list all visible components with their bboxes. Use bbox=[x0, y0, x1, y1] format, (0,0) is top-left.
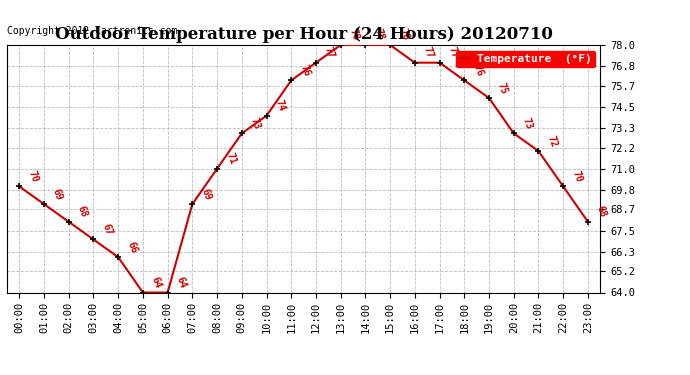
Text: 67: 67 bbox=[100, 222, 114, 237]
Text: 77: 77 bbox=[446, 45, 460, 60]
Text: 75: 75 bbox=[496, 81, 509, 95]
Text: 74: 74 bbox=[273, 99, 287, 113]
Text: 72: 72 bbox=[545, 134, 559, 148]
Legend: Temperature  (°F): Temperature (°F) bbox=[455, 51, 595, 67]
Text: 77: 77 bbox=[323, 45, 336, 60]
Text: 71: 71 bbox=[224, 152, 237, 166]
Text: 73: 73 bbox=[521, 116, 534, 130]
Text: 76: 76 bbox=[471, 63, 484, 78]
Text: 64: 64 bbox=[175, 275, 188, 290]
Text: 76: 76 bbox=[298, 63, 312, 78]
Text: 68: 68 bbox=[595, 204, 609, 219]
Text: 78: 78 bbox=[397, 28, 411, 42]
Text: 69: 69 bbox=[51, 187, 64, 201]
Text: 78: 78 bbox=[373, 28, 386, 42]
Text: 66: 66 bbox=[125, 240, 139, 254]
Text: 77: 77 bbox=[422, 45, 435, 60]
Text: 73: 73 bbox=[248, 116, 262, 130]
Title: Outdoor Temperature per Hour (24 Hours) 20120710: Outdoor Temperature per Hour (24 Hours) … bbox=[55, 27, 553, 44]
Text: 68: 68 bbox=[76, 204, 89, 219]
Text: 70: 70 bbox=[26, 169, 39, 184]
Text: 69: 69 bbox=[199, 187, 213, 201]
Text: 64: 64 bbox=[150, 275, 164, 290]
Text: Copyright 2012 Cartronics.com: Copyright 2012 Cartronics.com bbox=[7, 26, 177, 36]
Text: 78: 78 bbox=[348, 28, 361, 42]
Text: 70: 70 bbox=[570, 169, 584, 184]
